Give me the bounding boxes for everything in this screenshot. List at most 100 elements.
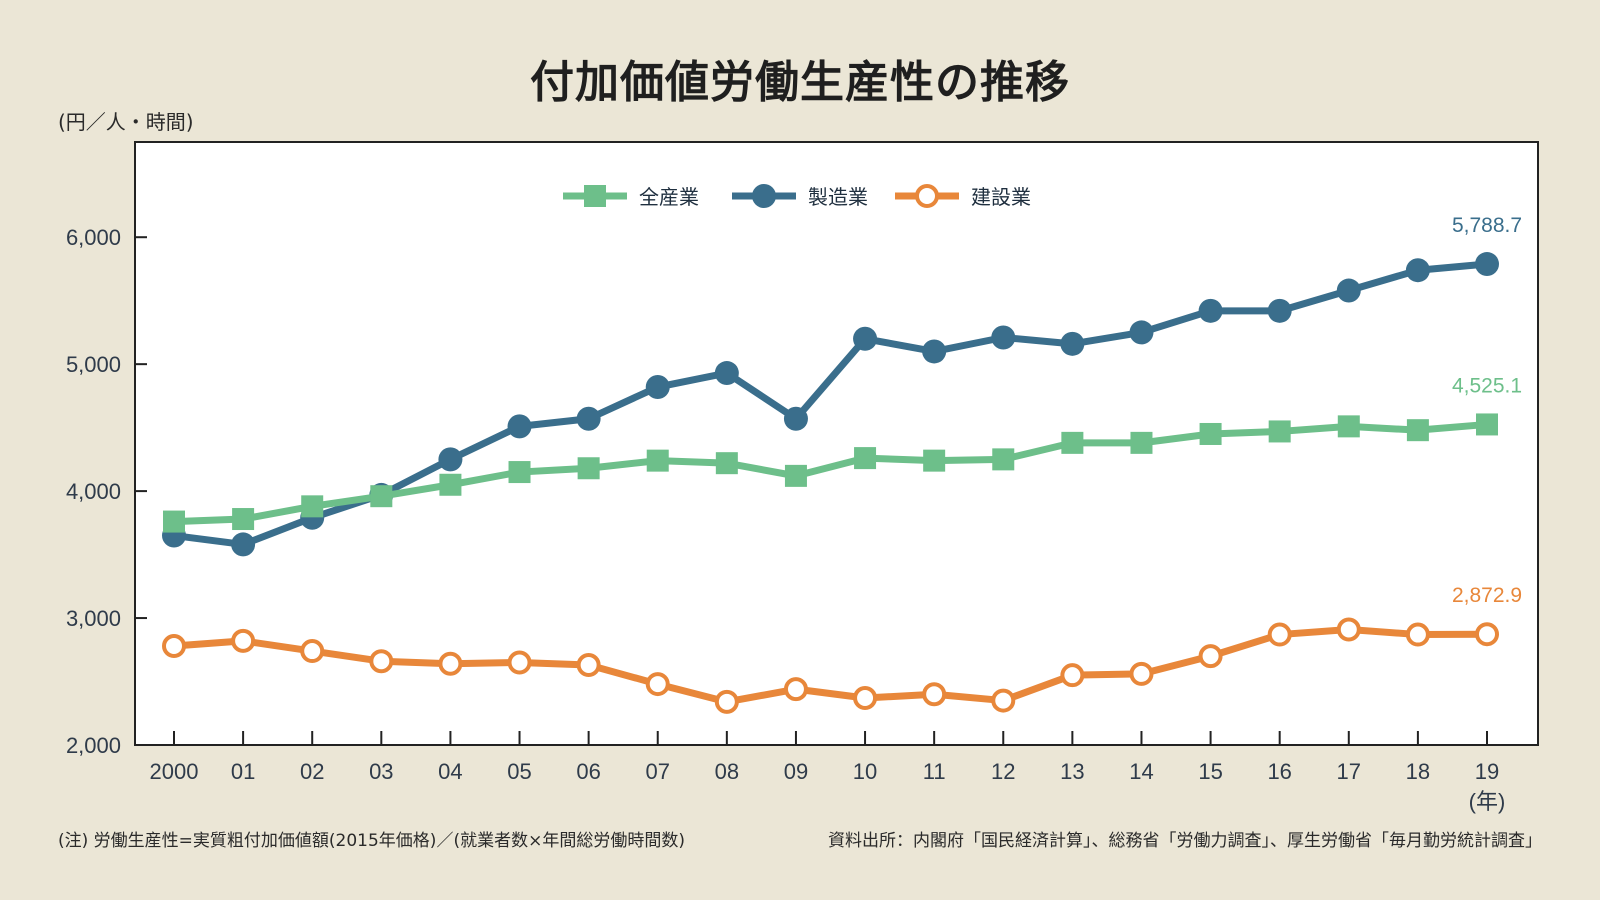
legend-marker xyxy=(752,184,776,208)
data-point xyxy=(714,361,739,386)
data-point xyxy=(576,653,601,678)
end-value-label: 4,525.1 xyxy=(1452,374,1522,397)
footnote: (注) 労働生産性=実質粗付加価値額(2015年価格)／(就業者数×年間総労働時… xyxy=(58,831,685,851)
x-axis-unit-label: (年) xyxy=(1469,789,1506,814)
data-point xyxy=(232,508,255,531)
x-tick-label: 14 xyxy=(1129,759,1153,784)
data-point xyxy=(438,447,463,472)
data-point xyxy=(923,449,946,472)
data-point xyxy=(784,464,807,487)
data-point xyxy=(577,457,600,480)
legend-label: 製造業 xyxy=(808,185,868,209)
data-point xyxy=(1129,661,1154,686)
data-point xyxy=(991,688,1016,713)
data-point xyxy=(1267,298,1292,323)
plot-area xyxy=(134,141,1539,746)
data-point xyxy=(991,325,1016,350)
x-tick-label: 04 xyxy=(438,759,462,784)
x-tick-label: 07 xyxy=(645,759,669,784)
data-point xyxy=(369,649,394,674)
legend-marker xyxy=(915,184,939,208)
data-point xyxy=(783,406,808,431)
data-point xyxy=(1475,622,1499,647)
chart-title: 付加価値労働生産性の推移 xyxy=(530,57,1070,108)
data-point xyxy=(922,339,947,364)
y-tick-label: 5,000 xyxy=(66,352,121,377)
x-tick-label: 05 xyxy=(507,759,531,784)
data-point xyxy=(1405,622,1430,647)
data-point xyxy=(1130,431,1153,454)
data-point xyxy=(783,677,808,702)
data-point xyxy=(508,461,531,484)
legend-label: 建設業 xyxy=(971,185,1031,209)
data-point xyxy=(1060,331,1085,356)
y-tick-label: 3,000 xyxy=(66,606,121,631)
x-tick-label: 2000 xyxy=(150,759,199,784)
series-line xyxy=(173,420,1488,526)
data-point xyxy=(1268,420,1291,443)
data-point xyxy=(1406,419,1429,442)
data-point xyxy=(301,495,324,518)
x-tick-label: 01 xyxy=(231,759,255,784)
data-point xyxy=(992,448,1015,471)
data-point xyxy=(1199,422,1222,445)
end-value-label: 5,788.7 xyxy=(1452,214,1522,237)
data-point xyxy=(715,452,738,475)
x-tick-label: 12 xyxy=(991,759,1015,784)
x-tick-label: 03 xyxy=(369,759,393,784)
legend-marker xyxy=(584,185,606,207)
series-0: 4,525.1 xyxy=(163,374,1522,533)
axes: 2,000 3,000 4,000 5,000 6,000 2000 01 02 03 04 05 0… xyxy=(66,225,1505,814)
x-tick-label: 09 xyxy=(784,759,808,784)
y-axis-unit-label: (円／人・時間) xyxy=(58,110,194,134)
data-point xyxy=(231,628,256,653)
x-tick-label: 19 xyxy=(1475,759,1499,784)
y-tick-label: 4,000 xyxy=(66,479,121,504)
data-point xyxy=(163,510,185,533)
data-point xyxy=(646,449,669,472)
data-point xyxy=(853,326,878,351)
end-value-label: 2,872.9 xyxy=(1452,584,1522,607)
data-point xyxy=(1405,258,1430,283)
data-point xyxy=(300,639,325,664)
x-tick-label: 17 xyxy=(1337,759,1361,784)
data-point xyxy=(162,633,186,658)
data-point xyxy=(1198,644,1223,669)
data-point xyxy=(645,375,670,400)
legend: 全産業 製造業 建設業 xyxy=(563,184,1031,209)
data-point xyxy=(853,686,878,711)
x-tick-label: 08 xyxy=(715,759,739,784)
data-point xyxy=(439,473,462,496)
data-point xyxy=(854,447,877,470)
data-point xyxy=(1476,413,1498,436)
data-point xyxy=(370,485,393,508)
data-point xyxy=(714,689,739,714)
data-point xyxy=(1336,617,1361,642)
x-tick-label: 02 xyxy=(300,759,324,784)
series-1: 5,788.7 xyxy=(162,214,1522,557)
data-point xyxy=(231,532,256,557)
legend-label: 全産業 xyxy=(639,185,699,209)
data-point xyxy=(1336,278,1361,303)
data-point xyxy=(1060,663,1085,688)
y-tick-label: 6,000 xyxy=(66,225,121,250)
data-point xyxy=(1475,252,1499,277)
data-point xyxy=(1061,431,1084,454)
x-tick-label: 10 xyxy=(853,759,877,784)
x-tick-label: 15 xyxy=(1198,759,1222,784)
y-tick-label: 2,000 xyxy=(66,733,121,758)
series-layer: 2,872.9 5,788.7 4,525.1 xyxy=(162,214,1522,714)
x-tick-label: 06 xyxy=(576,759,600,784)
x-tick-label: 11 xyxy=(923,759,946,784)
x-tick-label: 13 xyxy=(1060,759,1084,784)
data-point xyxy=(507,414,532,439)
x-tick-label: 16 xyxy=(1267,759,1291,784)
data-point xyxy=(1198,298,1223,323)
data-point xyxy=(1129,320,1154,345)
series-2: 2,872.9 xyxy=(162,584,1522,714)
source-note: 資料出所：内閣府「国民経済計算」、総務省「労働力調査」、厚生労働省「毎月勤労統計… xyxy=(828,831,1542,851)
x-tick-label: 18 xyxy=(1406,759,1430,784)
data-point xyxy=(1267,622,1292,647)
data-point xyxy=(576,406,601,431)
